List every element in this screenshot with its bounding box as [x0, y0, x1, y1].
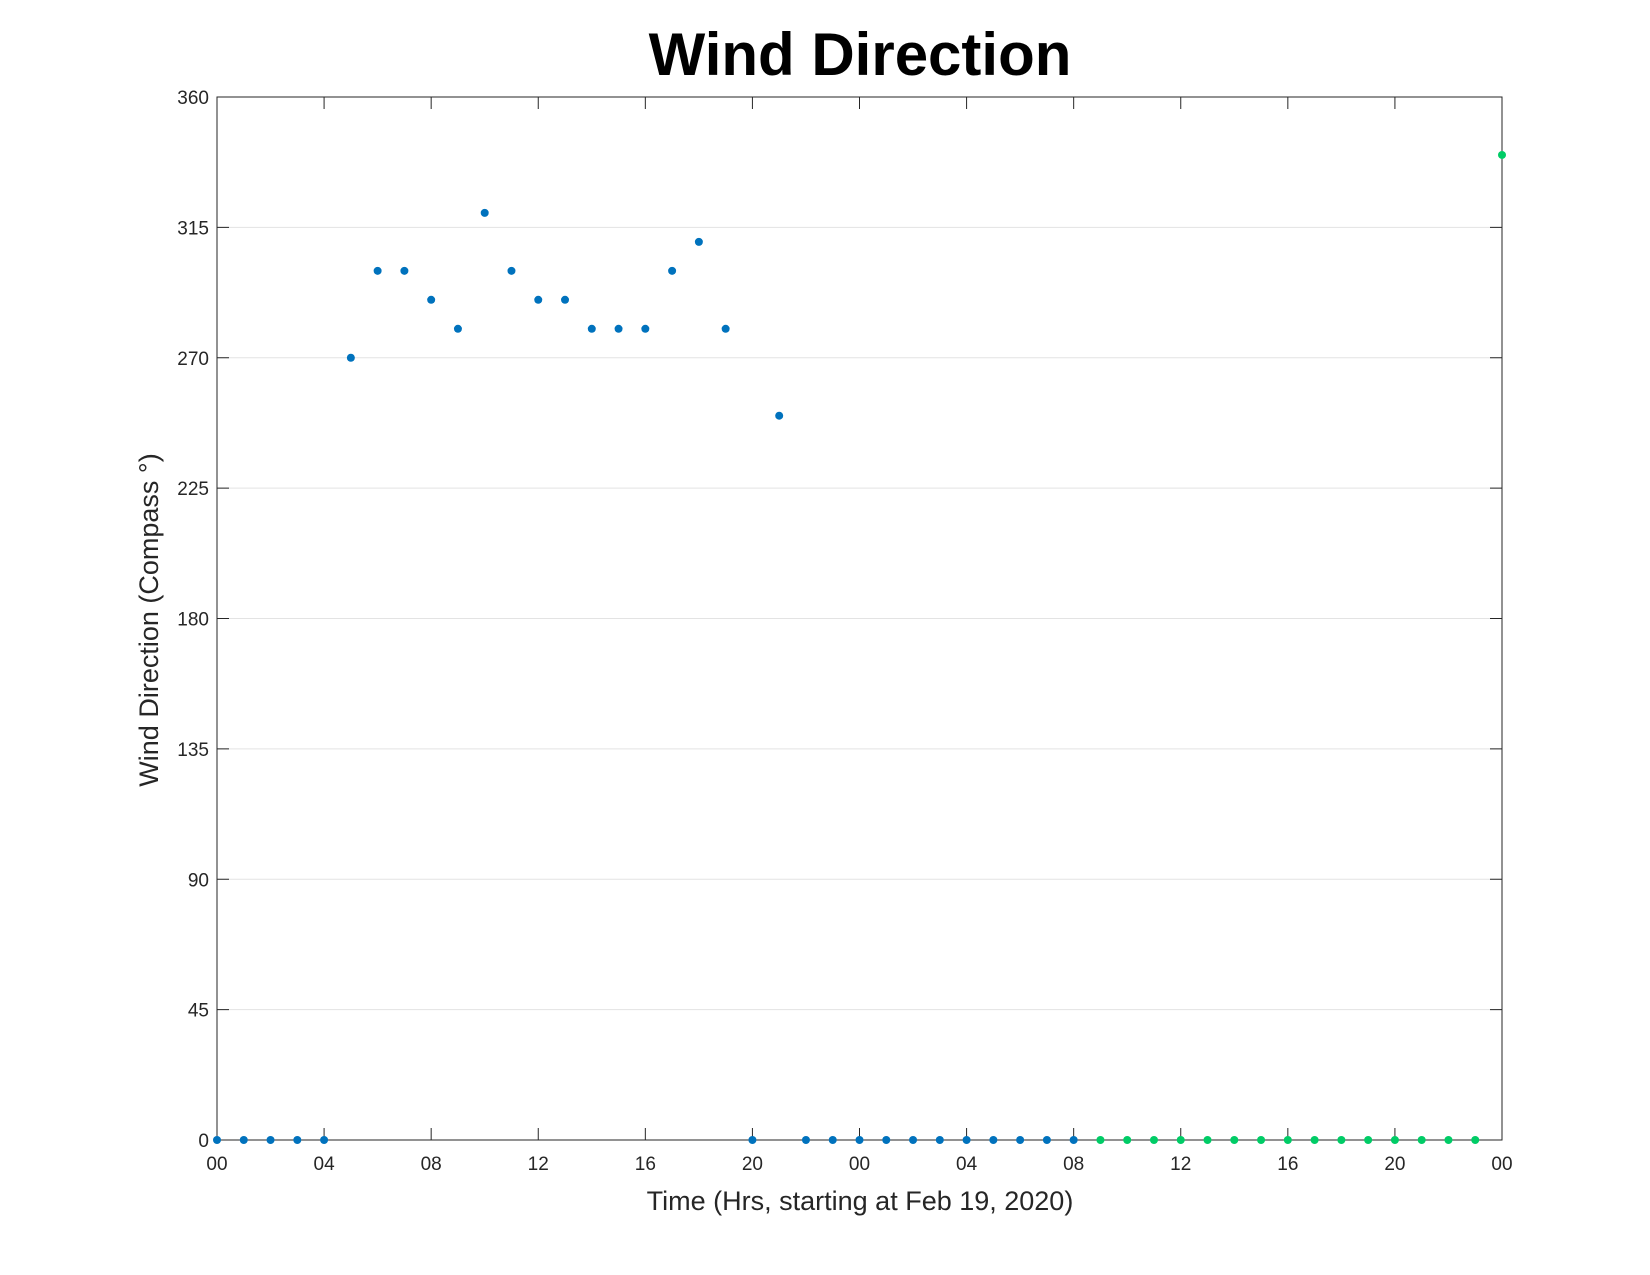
y-axis-label: Wind Direction (Compass °) — [134, 453, 164, 786]
data-point — [373, 266, 382, 275]
y-tick-labels: 0 45 90 135 180 225 270 315 360 — [177, 88, 209, 1152]
data-point — [1337, 1136, 1346, 1144]
data-point — [1283, 1136, 1292, 1144]
x-tick-labels: 00 04 08 12 16 20 00 04 08 12 16 20 00 — [206, 1154, 1512, 1175]
data-point — [668, 266, 677, 275]
data-point — [694, 237, 703, 246]
data-point — [561, 295, 570, 304]
data-point — [213, 1136, 221, 1144]
data-point — [1310, 1136, 1319, 1144]
data-point — [1123, 1136, 1132, 1144]
x-tick-label: 00 — [1491, 1154, 1512, 1175]
x-tick-label: 04 — [314, 1154, 336, 1175]
data-point — [480, 208, 489, 217]
data-point — [266, 1136, 275, 1144]
data-point — [1364, 1136, 1373, 1144]
data-point — [1230, 1136, 1239, 1144]
data-point — [1257, 1136, 1266, 1144]
x-tick-label: 12 — [528, 1154, 549, 1175]
data-point — [320, 1136, 329, 1144]
y-tick-label: 360 — [177, 88, 209, 109]
data-point — [962, 1136, 971, 1144]
x-axis-label: Time (Hrs, starting at Feb 19, 2020) — [647, 1186, 1074, 1216]
data-point — [1203, 1136, 1212, 1144]
data-point — [1444, 1136, 1453, 1144]
data-point — [427, 295, 436, 304]
x-tick-label: 08 — [1063, 1154, 1084, 1175]
y-tick-label: 90 — [188, 870, 209, 891]
x-tick-label: 16 — [1277, 1154, 1298, 1175]
x-tick-label: 20 — [742, 1154, 763, 1175]
data-point — [293, 1136, 302, 1144]
data-point — [587, 324, 596, 333]
data-point — [614, 324, 623, 333]
axis-ticks — [216, 96, 1503, 1141]
y-tick-label: 225 — [177, 479, 209, 500]
data-point — [909, 1136, 918, 1144]
data-point — [1417, 1136, 1426, 1144]
data-point — [828, 1136, 837, 1144]
data-point — [1016, 1136, 1025, 1144]
data-point — [1042, 1136, 1051, 1144]
data-point — [641, 324, 650, 333]
grid-lines — [217, 226, 1502, 1011]
x-tick-label: 20 — [1384, 1154, 1405, 1175]
data-point — [748, 1136, 757, 1144]
y-tick-label: 135 — [177, 740, 209, 761]
data-point — [989, 1136, 998, 1144]
x-tick-label: 00 — [849, 1154, 870, 1175]
data-point — [507, 266, 516, 275]
data-point — [721, 324, 730, 333]
data-point — [346, 353, 355, 362]
data-point — [1149, 1136, 1158, 1144]
data-point — [239, 1136, 248, 1144]
data-point — [453, 324, 462, 333]
data-point — [400, 266, 409, 275]
y-tick-label: 45 — [188, 1001, 209, 1022]
data-point — [1176, 1136, 1185, 1144]
x-tick-label: 04 — [956, 1154, 978, 1175]
data-point — [1498, 150, 1506, 159]
data-point — [775, 411, 784, 420]
data-point — [1471, 1136, 1480, 1144]
data-point — [801, 1136, 810, 1144]
data-point — [855, 1136, 864, 1144]
data-point — [935, 1136, 944, 1144]
data-point — [1096, 1136, 1105, 1144]
x-tick-label: 00 — [206, 1154, 227, 1175]
x-tick-label: 12 — [1170, 1154, 1191, 1175]
y-tick-label: 315 — [177, 218, 209, 239]
data-point — [534, 295, 543, 304]
x-tick-label: 16 — [635, 1154, 656, 1175]
y-tick-label: 0 — [198, 1131, 209, 1152]
y-tick-label: 180 — [177, 610, 209, 631]
data-point — [1390, 1136, 1399, 1144]
data-point — [882, 1136, 891, 1144]
y-tick-label: 270 — [177, 349, 209, 370]
chart-title: Wind Direction — [649, 21, 1072, 88]
data-point — [1069, 1136, 1078, 1144]
data-points — [213, 150, 1506, 1144]
x-tick-label: 08 — [421, 1154, 442, 1175]
